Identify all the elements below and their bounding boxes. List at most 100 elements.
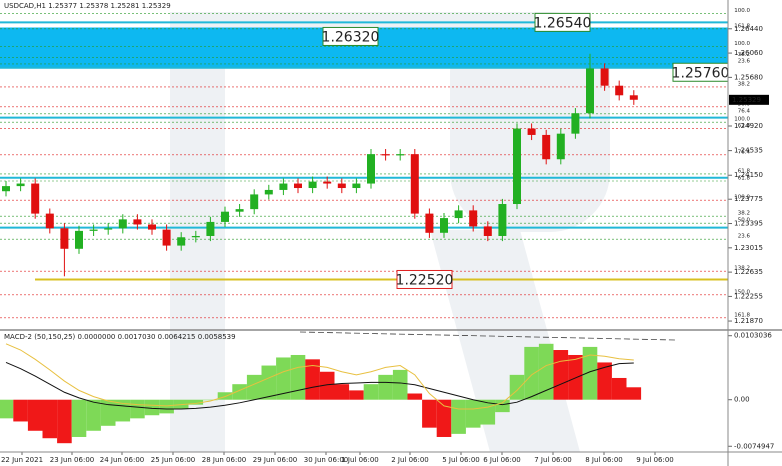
histogram-bar [363, 384, 379, 400]
candle-body [410, 154, 419, 214]
fib-label: 100.0 [734, 195, 750, 201]
y-tick-label: 1.23015 [734, 244, 763, 252]
chart-header: USDCAD,H1 1.25377 1.25378 1.25281 1.2532… [4, 2, 171, 10]
fib-label: 38.2 [738, 52, 750, 58]
candle-body [469, 210, 478, 227]
y-tick-label: 1.23395 [734, 220, 763, 228]
histogram-bar [495, 399, 510, 413]
histogram-bar [71, 399, 87, 437]
candle-body [498, 204, 507, 236]
fib-label: 138.2 [734, 266, 750, 272]
x-tick-label: 29 Jun 06:00 [253, 456, 297, 464]
histogram-bar [57, 399, 72, 444]
candle-body [323, 181, 332, 184]
x-tick-label: 7 Jul 06:00 [534, 456, 572, 464]
candle-body [527, 128, 536, 135]
histogram-bar [582, 346, 598, 400]
x-tick-label: 2 Jul 06:00 [391, 456, 429, 464]
candle-body [294, 183, 302, 189]
candle-body [367, 154, 375, 184]
last-price-box [729, 94, 769, 105]
fib-label: 38.2 [738, 81, 750, 87]
y-tick-label: 1.25680 [734, 73, 763, 81]
candle-body [556, 133, 565, 160]
fib-label: 23.6 [738, 58, 751, 64]
candle-body [454, 210, 463, 219]
candle-body [615, 85, 624, 96]
candle-body [337, 183, 346, 189]
histogram-bar [261, 365, 277, 400]
candle-body [483, 226, 492, 236]
histogram-bar [611, 377, 627, 400]
histogram-bar [0, 399, 14, 419]
y-tick-label: 1.26060 [734, 49, 763, 57]
histogram-bar [378, 374, 393, 400]
histogram-bar [276, 357, 291, 400]
annotation-box [396, 269, 453, 289]
y-tick-label: 1.24920 [734, 122, 763, 130]
annotation-label: 1.22520 [396, 272, 454, 288]
histogram-bar [305, 359, 320, 400]
candle-body [513, 128, 521, 205]
fib-label: 100.0 [734, 41, 750, 47]
fib-label: 76.4 [738, 149, 751, 155]
histogram-bar [27, 399, 43, 431]
x-tick-label: 9 Jul 06:00 [636, 456, 674, 464]
candle-body [396, 154, 405, 156]
y-tick-label: 1.24535 [734, 147, 763, 155]
candle-body [148, 224, 156, 230]
candle-body [177, 237, 186, 246]
fib-label: 23.6 [738, 234, 751, 240]
candle-body [425, 213, 434, 233]
candle-body [45, 213, 54, 229]
candle-body [308, 181, 317, 189]
fib-label: 161.8 [734, 23, 750, 29]
histogram-bar [13, 399, 28, 422]
fib-label: 100.0 [734, 8, 750, 14]
histogram-bar [407, 393, 423, 400]
candle-body [279, 183, 288, 190]
histogram-bar [188, 399, 204, 405]
y-tick-label: 0.00 [734, 396, 750, 404]
last-price-label: 1.25329 [732, 96, 761, 104]
candle-body [104, 228, 113, 230]
candle-body [221, 211, 229, 222]
histogram-bar [86, 399, 101, 431]
fib-label: 38.2 [738, 211, 750, 217]
candle-body [250, 194, 259, 210]
candle-body [600, 68, 609, 86]
y-tick-label: 1.23775 [734, 195, 763, 203]
candle-body [60, 228, 69, 249]
histogram-bar [203, 399, 218, 401]
histogram-bar [524, 346, 539, 400]
annotation-box [322, 26, 379, 46]
histogram-bar [422, 399, 437, 428]
histogram-bar [349, 390, 364, 400]
x-tick-label: 22 Jun 2021 [1, 456, 43, 464]
x-tick-label: 6 Jul 06:00 [483, 456, 521, 464]
y-tick-label: 1.22255 [734, 292, 763, 300]
candle-body [264, 189, 273, 195]
fib-label: 100.0 [734, 117, 750, 123]
histogram-bar [626, 387, 642, 400]
x-tick-label: 23 Jun 06:00 [50, 456, 94, 464]
histogram-bar [159, 399, 174, 414]
candle-body [31, 183, 40, 214]
annotation-label: 1.26320 [322, 29, 380, 45]
candle-body [16, 183, 25, 187]
candle-body [2, 186, 10, 192]
histogram-bar [436, 399, 452, 437]
histogram-bar [553, 350, 569, 400]
x-tick-label: 1 Jul 06:00 [341, 456, 379, 464]
fib-label: 61.8 [738, 175, 751, 181]
histogram-bar [509, 374, 525, 400]
histogram-bar [100, 399, 116, 426]
candle-body [89, 229, 98, 231]
candle-body [133, 219, 142, 225]
histogram-bar [290, 354, 306, 400]
candle-body [381, 154, 390, 156]
fib-label: 150.0 [734, 289, 750, 295]
candle-body [629, 95, 638, 100]
macd-line [5, 361, 634, 410]
